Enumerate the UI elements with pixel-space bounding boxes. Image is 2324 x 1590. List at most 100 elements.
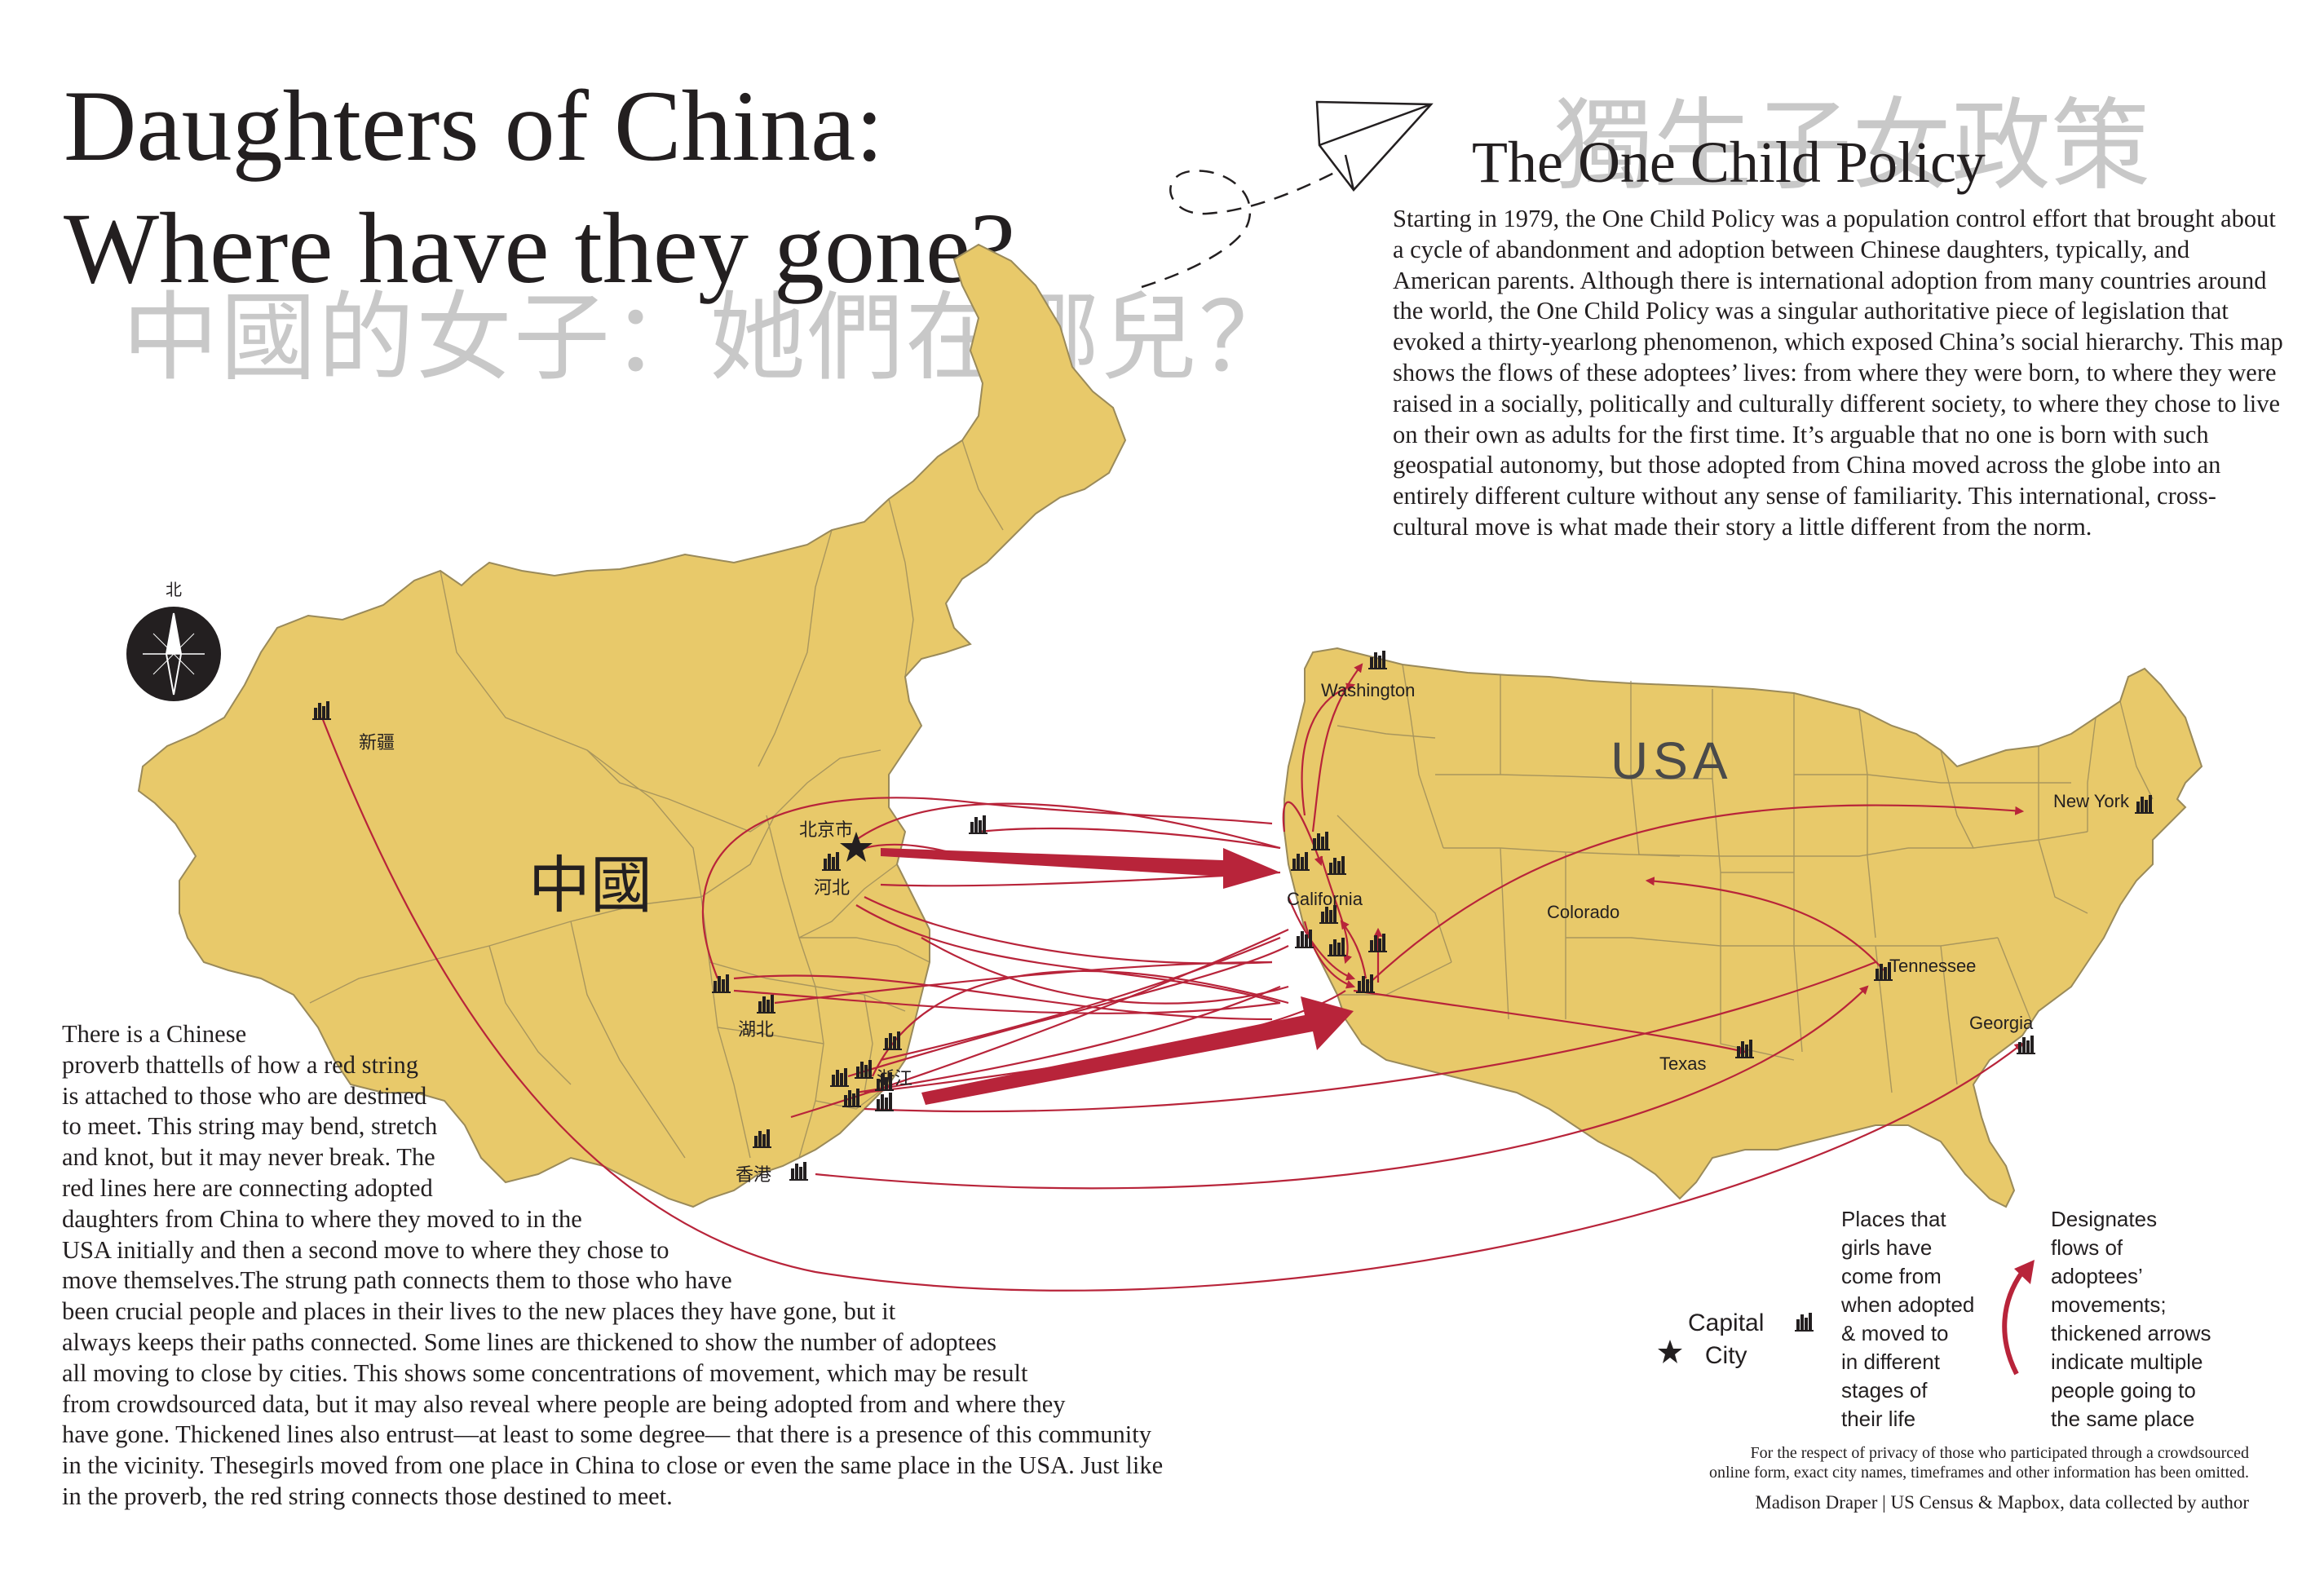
legend-flows-line: movements; [2051, 1292, 2167, 1317]
title-chinese: 中國的女子：她們在哪兒？ [122, 281, 1297, 394]
flow-line [921, 937, 1289, 1005]
proverb-paragraph: There is a Chinese proverb thattells of h… [62, 1019, 1163, 1513]
proverb-line: is attached to those who are destined [62, 1081, 427, 1110]
proverb-line: in the proverb, the red string connects … [62, 1482, 673, 1510]
legend-places-line: stages of [1841, 1378, 1928, 1402]
flow-line [1301, 682, 1356, 816]
usa-landmass [1284, 647, 2203, 1208]
thick-flow-arrow-beijing-california [881, 848, 1280, 889]
title-line-2: Where have they gone? [64, 192, 1016, 304]
legend-flows-line: Designates [2051, 1207, 2158, 1231]
usa-place-label: Texas [1659, 1053, 1706, 1074]
compass-north-label: 北 [166, 581, 182, 599]
proverb-line: been crucial people and places in their … [62, 1297, 896, 1326]
flow-line [815, 985, 1869, 1190]
china-place-label: 浙江 [877, 1068, 912, 1089]
flow-line [872, 969, 1289, 1077]
legend-flows-line: the same place [2051, 1407, 2195, 1431]
paper-airplane-icon [1141, 100, 1434, 289]
flow-line [790, 929, 1289, 1119]
usa-place-label: Georgia [1969, 1013, 2034, 1033]
proverb-line: move themselves.The strung path connects… [62, 1266, 732, 1295]
privacy-note-line1: For the respect of privacy of those who … [1750, 1444, 2249, 1462]
flow-line [864, 961, 1876, 1113]
flow-line [1353, 989, 1747, 1055]
legend-capital-label: Capital City [1688, 1307, 1764, 1372]
china-place-label: 香港 [736, 1164, 771, 1185]
privacy-note: For the respect of privacy of those who … [1709, 1443, 2249, 1482]
usa-place-label: Washington [1321, 680, 1415, 700]
legend-places-line: in different [1841, 1349, 1940, 1374]
legend-flows-description: Designates flows of adoptees’ movements; thi… [2051, 1205, 2211, 1433]
capital-star-beijing [840, 832, 873, 862]
proverb-line: all moving to close by cities. This show… [62, 1358, 1028, 1387]
thick-flow-arrow-zhejiang-california [921, 996, 1354, 1105]
legend-capital-label-line2: City [1704, 1342, 1747, 1369]
china-place-label: 湖北 [738, 1019, 774, 1040]
flow-line [1303, 921, 1356, 989]
proverb-line: red lines here are connecting adopted [62, 1173, 433, 1202]
china-landmass [137, 243, 1127, 1208]
city-icon [969, 815, 987, 834]
legend-flows-line: flows of [2051, 1235, 2123, 1260]
usa-country-label: USA [1610, 731, 1733, 790]
legend-capital-label-line1: Capital [1688, 1310, 1765, 1336]
legend-places-description: Places that girls have come from when adopt… [1841, 1205, 1974, 1433]
china-province-borders [309, 439, 1004, 1159]
usa-place-label: Colorado [1547, 902, 1619, 922]
flow-line [733, 974, 1273, 1021]
china-place-label: 北京市 [799, 819, 853, 840]
credits: Madison Draper | US Census & Mapbox, dat… [1755, 1492, 2249, 1513]
proverb-line: have gone. Thickened lines also entrust—… [62, 1420, 1151, 1449]
usa-place-label: California [1287, 889, 1363, 909]
flow-line [320, 717, 2024, 1292]
legend-places-line: girls have [1841, 1235, 1933, 1260]
legend-places-line: their life [1841, 1407, 1916, 1431]
compass-icon: 北 [126, 581, 221, 701]
thick-flow-arrows [881, 848, 1354, 1105]
flow-line [880, 936, 1281, 1062]
usa-place-label: New York [2053, 791, 2130, 811]
place-labels: 中國 USA 新疆 北京市 河北 湖北 浙江 香港 Washington Cal… [359, 680, 2130, 1185]
flow-line [978, 827, 1281, 850]
flow-line [1282, 801, 1323, 867]
flow-line [1311, 663, 1363, 833]
legend-flows-line: indicate multiple [2051, 1349, 2203, 1374]
proverb-line: USA initially and then a second move to … [62, 1235, 669, 1264]
proverb-line: daughters from China to where they moved… [62, 1204, 582, 1233]
city-icon [1295, 930, 1314, 948]
policy-title-chinese: 獨生子女政策 [1553, 88, 2150, 204]
policy-heading: The One Child Policy [1472, 130, 1986, 195]
china-country-label: 中國 [528, 851, 652, 921]
usa-state-borders [1337, 664, 2154, 1093]
flow-line [1645, 877, 1884, 971]
flow-line [855, 985, 1281, 1094]
proverb-line: There is a Chinese [62, 1020, 247, 1048]
privacy-note-line2: online form, exact city names, timeframe… [1708, 1464, 2249, 1482]
usa-place-label: Tennessee [1889, 956, 1976, 976]
legend-flow-arrow-icon [2002, 1270, 2025, 1376]
policy-description: Starting in 1979, the One Child Policy w… [1393, 205, 2283, 541]
legend-capital-star-icon [1658, 1340, 1682, 1363]
legend-flows-line: thickened arrows [2051, 1321, 2211, 1345]
proverb-line: and knot, but it may never break. The [62, 1143, 435, 1172]
flow-lines [320, 663, 2025, 1292]
proverb-line: always keeps their paths connected. Some… [62, 1327, 996, 1356]
legend-symbols [1658, 1260, 2035, 1376]
flow-line [1287, 896, 1356, 981]
proverb-line: proverb thattells of how a red string [62, 1050, 419, 1079]
title-line-1: Daughters of China: [64, 70, 884, 182]
flow-line [701, 797, 1273, 979]
flow-line [864, 896, 1273, 965]
flow-line [855, 802, 1281, 850]
proverb-line: in the vicinity. Thesegirls moved from o… [62, 1451, 1164, 1480]
legend-city-icon [1795, 1313, 1814, 1332]
legend-places-line: come from [1841, 1264, 1942, 1288]
page-title: Daughters of China: Where have they gone… [64, 65, 1015, 310]
legend-places-line: when adopted [1841, 1292, 1975, 1317]
flow-line [733, 989, 1281, 1014]
china-place-label: 新疆 [359, 732, 395, 753]
legend-places-line: & moved to [1841, 1321, 1949, 1345]
legend-places-line: Places that [1841, 1207, 1946, 1231]
